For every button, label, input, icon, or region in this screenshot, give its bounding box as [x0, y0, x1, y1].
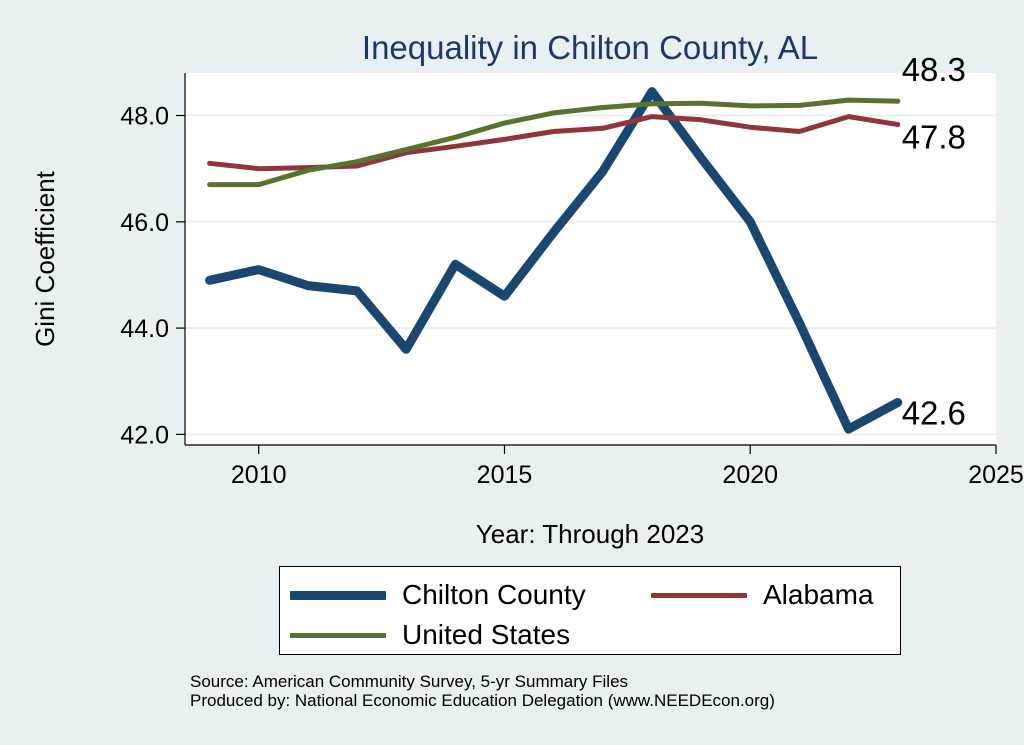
x-axis-title: Year: Through 2023 — [476, 519, 704, 549]
legend-label-chilton-county: Chilton County — [402, 579, 586, 610]
legend-swatch-alabama — [651, 592, 747, 598]
legend: Chilton County Alabama United States — [279, 566, 901, 655]
series-line-united-states — [207, 97, 901, 188]
y-axis-title: Gini Coefficient — [30, 170, 60, 347]
chart: Inequality in Chilton County, AL Gini Co… — [30, 29, 1024, 549]
legend-item-alabama: Alabama — [651, 579, 874, 611]
y-tick-label-42-0: 42.0 — [120, 421, 169, 449]
source-note: Source: American Community Survey, 5-yr … — [190, 672, 775, 710]
series-end-marker-chilton-county — [895, 399, 901, 405]
end-label-alabama: 47.8 — [902, 119, 966, 156]
y-tick-label-46-0: 46.0 — [120, 209, 169, 237]
series-end-marker-united-states — [895, 98, 901, 104]
legend-item-united-states: United States — [290, 619, 570, 651]
source-line-1: Source: American Community Survey, 5-yr … — [190, 672, 629, 691]
x-tick-label-2010: 2010 — [231, 461, 287, 489]
axes: 42.0 44.0 46.0 48.0 2010 2015 2020 2025 — [120, 73, 1024, 489]
plot-area — [185, 73, 996, 445]
y-tick-label-44-0: 44.0 — [120, 315, 169, 343]
x-tick-label-2020: 2020 — [722, 461, 778, 489]
end-label-chilton-county: 42.6 — [902, 394, 966, 431]
x-tick-label-2015: 2015 — [477, 461, 533, 489]
grid-lines — [185, 114, 996, 436]
legend-swatch-chilton-county — [290, 590, 386, 600]
end-labels: 42.6 47.8 48.3 — [902, 51, 966, 431]
legend-item-chilton-county: Chilton County — [290, 579, 586, 611]
legend-label-alabama: Alabama — [763, 579, 874, 610]
source-line-2: Produced by: National Economic Education… — [190, 691, 775, 710]
legend-label-united-states: United States — [402, 619, 571, 650]
series-line-chilton-county — [205, 87, 903, 434]
y-tick-label-48-0: 48.0 — [120, 103, 169, 131]
end-label-united-states: 48.3 — [902, 51, 966, 88]
chart-title: Inequality in Chilton County, AL — [362, 29, 818, 66]
x-tick-label-2025: 2025 — [968, 461, 1024, 489]
series-group — [205, 87, 903, 434]
series-end-marker-alabama — [895, 122, 901, 128]
legend-swatch-united-states — [290, 632, 386, 638]
